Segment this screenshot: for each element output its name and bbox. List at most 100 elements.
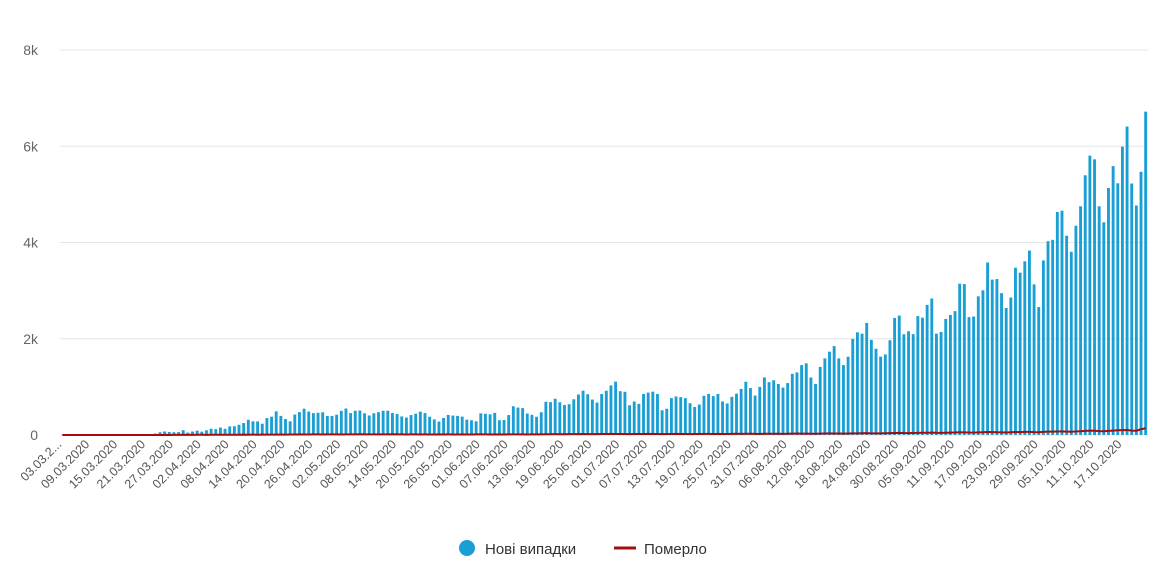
bar-new-cases[interactable] — [1000, 293, 1003, 435]
bar-new-cases[interactable] — [976, 296, 980, 435]
legend-item-deaths[interactable]: Померло — [614, 541, 707, 558]
bar-new-cases[interactable] — [953, 311, 957, 435]
bar-new-cases[interactable] — [1111, 166, 1115, 435]
bar-new-cases[interactable] — [776, 383, 780, 435]
bar-new-cases[interactable] — [707, 393, 711, 435]
bar-new-cases[interactable] — [730, 396, 734, 435]
bar-new-cases[interactable] — [1079, 206, 1083, 435]
line-deaths[interactable] — [62, 427, 1146, 436]
bar-new-cases[interactable] — [1144, 111, 1148, 436]
bar-new-cases[interactable] — [902, 334, 906, 435]
bar-new-cases[interactable] — [539, 412, 543, 435]
bar-new-cases[interactable] — [1027, 250, 1031, 435]
bar-new-cases[interactable] — [497, 420, 501, 435]
bar-new-cases[interactable] — [1107, 187, 1110, 435]
bar-new-cases[interactable] — [646, 392, 650, 435]
bar-new-cases[interactable] — [679, 397, 683, 435]
bar-new-cases[interactable] — [414, 413, 418, 435]
bar-new-cases[interactable] — [284, 419, 287, 435]
bar-new-cases[interactable] — [883, 354, 887, 435]
bar-new-cases[interactable] — [404, 417, 408, 435]
bar-new-cases[interactable] — [911, 334, 915, 435]
bar-new-cases[interactable] — [828, 351, 831, 435]
bar-new-cases[interactable] — [786, 383, 790, 435]
bar-new-cases[interactable] — [893, 317, 897, 435]
bar-new-cases[interactable] — [558, 402, 562, 435]
bar-new-cases[interactable] — [446, 414, 450, 435]
bar-new-cases[interactable] — [553, 398, 557, 435]
bar-new-cases[interactable] — [590, 399, 594, 435]
bar-new-cases[interactable] — [595, 402, 599, 435]
bar-new-cases[interactable] — [493, 412, 497, 435]
bar-new-cases[interactable] — [790, 373, 794, 435]
bar-new-cases[interactable] — [256, 421, 260, 435]
bar-new-cases[interactable] — [1023, 261, 1027, 435]
bar-new-cases[interactable] — [795, 372, 799, 435]
bar-new-cases[interactable] — [842, 365, 845, 435]
bar-new-cases[interactable] — [372, 413, 376, 435]
bar-new-cases[interactable] — [1093, 159, 1096, 435]
bar-new-cases[interactable] — [525, 413, 529, 435]
bar-new-cases[interactable] — [400, 416, 404, 435]
bar-new-cases[interactable] — [1032, 284, 1036, 435]
bar-new-cases[interactable] — [888, 340, 892, 435]
bar-new-cases[interactable] — [311, 413, 315, 435]
bar-new-cases[interactable] — [935, 333, 938, 435]
bar-new-cases[interactable] — [637, 403, 641, 435]
bar-new-cases[interactable] — [651, 391, 655, 435]
bar-new-cases[interactable] — [702, 395, 706, 435]
bar-new-cases[interactable] — [879, 356, 883, 435]
bar-new-cases[interactable] — [958, 283, 962, 435]
bar-new-cases[interactable] — [1102, 222, 1106, 435]
bar-new-cases[interactable] — [353, 410, 357, 435]
bar-new-cases[interactable] — [181, 430, 185, 435]
bar-new-cases[interactable] — [544, 401, 548, 435]
bar-new-cases[interactable] — [223, 428, 227, 435]
bar-new-cases[interactable] — [358, 410, 362, 435]
bar-new-cases[interactable] — [604, 390, 608, 435]
bar-new-cases[interactable] — [344, 408, 348, 435]
bar-new-cases[interactable] — [944, 318, 948, 435]
bar-new-cases[interactable] — [260, 423, 264, 435]
bar-new-cases[interactable] — [391, 413, 394, 435]
bar-new-cases[interactable] — [1018, 272, 1022, 435]
bar-new-cases[interactable] — [1004, 308, 1008, 435]
bar-new-cases[interactable] — [330, 415, 334, 435]
bar-new-cases[interactable] — [474, 421, 478, 435]
bar-new-cases[interactable] — [948, 314, 952, 435]
bar-new-cases[interactable] — [265, 418, 269, 435]
bar-new-cases[interactable] — [1120, 146, 1124, 435]
bar-new-cases[interactable] — [1134, 205, 1138, 435]
bar-new-cases[interactable] — [865, 322, 869, 435]
bar-new-cases[interactable] — [349, 413, 353, 435]
bar-new-cases[interactable] — [409, 415, 413, 435]
bar-new-cases[interactable] — [855, 332, 859, 435]
bar-new-cases[interactable] — [242, 423, 246, 435]
bar-new-cases[interactable] — [925, 304, 929, 435]
bar-new-cases[interactable] — [800, 365, 804, 435]
bar-new-cases[interactable] — [860, 333, 864, 435]
bar-new-cases[interactable] — [642, 393, 645, 435]
bar-new-cases[interactable] — [270, 416, 273, 435]
bar-new-cases[interactable] — [921, 317, 924, 435]
bar-new-cases[interactable] — [507, 415, 511, 435]
bar-new-cases[interactable] — [1097, 206, 1101, 435]
bar-new-cases[interactable] — [214, 429, 218, 435]
bar-new-cases[interactable] — [744, 381, 748, 435]
bar-new-cases[interactable] — [428, 416, 432, 435]
bar-new-cases[interactable] — [735, 393, 738, 435]
bar-new-cases[interactable] — [456, 415, 459, 435]
bar-new-cases[interactable] — [302, 408, 306, 435]
bar-new-cases[interactable] — [665, 408, 669, 435]
bar-new-cases[interactable] — [530, 414, 534, 435]
bar-new-cases[interactable] — [581, 390, 585, 435]
bar-new-cases[interactable] — [321, 412, 325, 435]
bar-new-cases[interactable] — [335, 414, 339, 435]
bar-new-cases[interactable] — [916, 316, 920, 435]
bar-new-cases[interactable] — [195, 430, 199, 435]
bar-new-cases[interactable] — [1060, 210, 1064, 435]
bar-new-cases[interactable] — [381, 410, 385, 435]
legend-item-new-cases[interactable]: Нові випадки — [459, 540, 576, 558]
bar-new-cases[interactable] — [767, 382, 771, 435]
bar-new-cases[interactable] — [721, 401, 724, 436]
